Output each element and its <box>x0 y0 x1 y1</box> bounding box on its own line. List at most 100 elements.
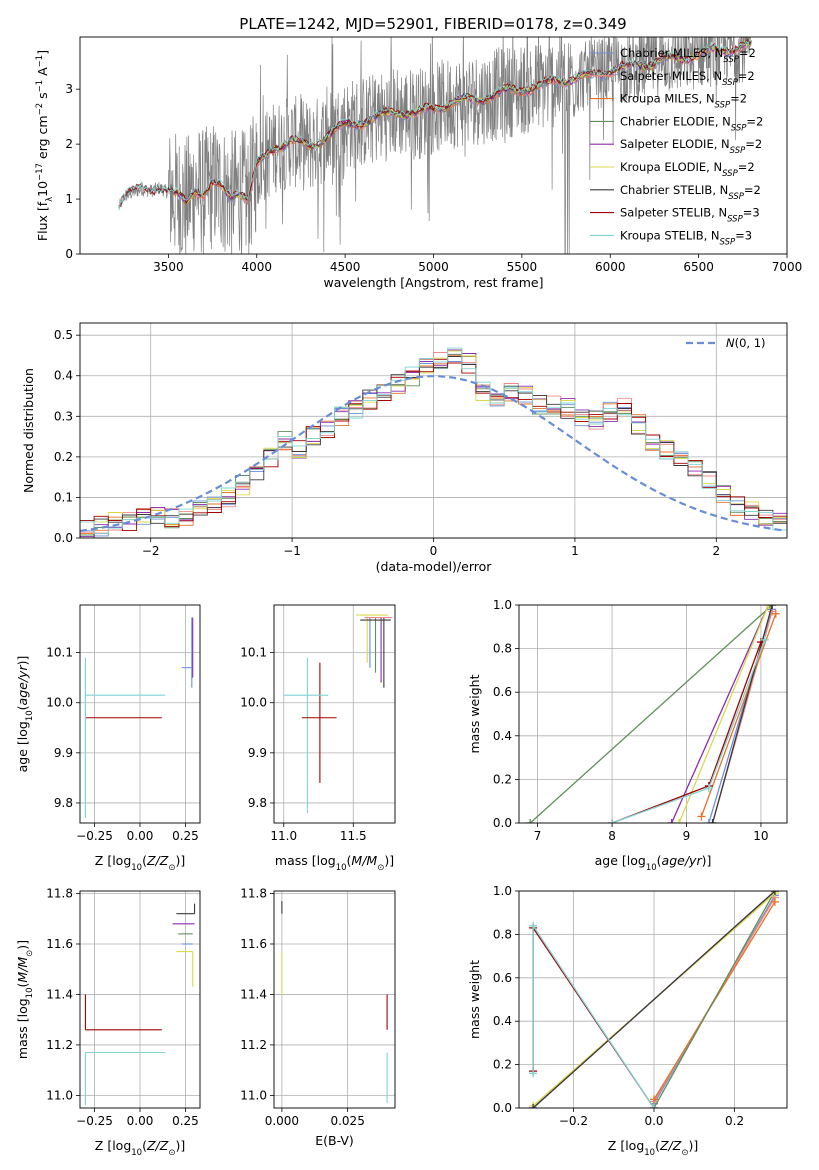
y-tick-label: 11.0 <box>240 1088 267 1102</box>
x-tick-label: 0.000 <box>265 1114 299 1128</box>
y-tick-label: 1 <box>65 192 73 206</box>
x-tick-label: 8 <box>608 829 616 843</box>
weight-marker <box>667 819 676 823</box>
y-tick-label: 9.8 <box>54 796 73 810</box>
spectrum-axes: 3500 4000 4500 5000 5500 6000 6500 7000 0 1 2 3 <box>65 82 802 274</box>
age-vs-Z-ylabel: age [log10(age/yr)] <box>15 656 35 773</box>
weight-line <box>700 613 777 817</box>
mass-vs-Z-ylabel: mass [log10(M/M⊙)] <box>15 940 35 1059</box>
x-tick-label: 6500 <box>683 260 714 274</box>
y-tick-label: 9.9 <box>248 746 267 760</box>
y-tick-label: 0.4 <box>54 369 73 383</box>
weight-vs-Z-ylabel: mass weight <box>467 960 482 1039</box>
weight-marker <box>768 605 777 609</box>
y-tick-label: 0.2 <box>54 450 73 464</box>
residual-histogram <box>80 347 787 535</box>
legend-entry: Chabrier MILES, NSSP=2 <box>620 46 756 65</box>
residuals-xlabel: (data-model)/error <box>376 559 493 574</box>
x-tick-label: 7 <box>534 829 542 843</box>
y-tick-label: 0.0 <box>493 816 512 830</box>
weight-marker <box>650 1104 659 1108</box>
spectrum-data-line <box>118 37 751 254</box>
y-tick-label: 11.2 <box>46 1038 73 1052</box>
y-tick-label: 11.0 <box>46 1088 73 1102</box>
errorbar-point <box>176 951 194 987</box>
x-tick-label: 7000 <box>772 260 803 274</box>
y-tick-label: 9.8 <box>248 796 267 810</box>
spectrum-model-line <box>118 39 752 209</box>
weight-marker <box>529 921 538 930</box>
weight-vs-Z-xlabel: Z [log10(Z/Z⊙)] <box>608 1138 698 1158</box>
y-tick-label: 0.6 <box>493 685 512 699</box>
weight-line <box>678 605 770 823</box>
y-tick-label: 2 <box>65 137 73 151</box>
x-tick-label: 10 <box>753 829 768 843</box>
mass-vs-EBV-xlabel: E(B-V) <box>315 1133 354 1148</box>
y-tick-label: 11.8 <box>46 887 73 901</box>
weight-vs-Z-frame <box>518 890 788 1109</box>
errorbar-point <box>84 1051 166 1106</box>
x-tick-label: 1 <box>571 544 579 558</box>
y-tick-label: 11.6 <box>46 937 73 951</box>
y-tick-label: 0.3 <box>54 409 73 423</box>
legend-entry: Chabrier STELIB, NSSP=2 <box>620 183 761 202</box>
residuals-plot-area <box>80 347 787 538</box>
x-tick-label: 0 <box>430 544 438 558</box>
errorbar-point <box>84 994 162 1031</box>
x-tick-label: −0.2 <box>559 1114 588 1128</box>
age-vs-mass-xlabel: mass [log10(M/M⊙)] <box>275 853 394 873</box>
weight-line <box>532 891 776 1108</box>
x-tick-label: 0.025 <box>330 1114 364 1128</box>
y-tick-label: 0.8 <box>493 642 512 656</box>
y-tick-label: 11.4 <box>46 987 73 1001</box>
weight-marker <box>708 819 717 823</box>
age-vs-Z-frame <box>79 604 201 824</box>
weight-vs-Z-axes: −0.2 0.0 0.2 0.0 0.2 0.4 0.6 0.8 1.0 <box>493 884 787 1128</box>
x-tick-label: 5000 <box>418 260 449 274</box>
age-vs-mass-axes: 11.0 11.5 9.8 9.9 10.0 10.1 <box>240 605 395 843</box>
x-tick-label: 11.5 <box>340 829 367 843</box>
y-tick-label: 11.4 <box>240 987 267 1001</box>
x-tick-label: 3500 <box>153 260 184 274</box>
weight-marker <box>526 819 535 823</box>
legend-entry: Kroupa ELODIE, NSSP=2 <box>620 160 755 179</box>
legend-entry: Salpeter MILES, NSSP=2 <box>620 69 755 88</box>
spectrum-legend: Chabrier MILES, NSSP=2 Salpeter MILES, NS… <box>590 46 763 247</box>
x-tick-label: 4500 <box>330 260 361 274</box>
weight-line <box>611 639 766 823</box>
mass-vs-EBV-frame <box>273 890 396 1109</box>
weight-marker <box>704 784 713 793</box>
errorbar-point <box>176 903 196 915</box>
figure-title: PLATE=1242, MJD=52901, FIBERID=0178, z=0… <box>239 15 626 33</box>
y-tick-label: 3 <box>65 82 73 96</box>
weight-vs-age-ylabel: mass weight <box>467 674 482 753</box>
x-tick-label: −1 <box>283 544 301 558</box>
weight-vs-age-axes: 7 8 9 10 0.0 0.2 0.4 0.6 0.8 1.0 <box>493 598 787 843</box>
y-tick-label: 0.4 <box>493 1014 512 1028</box>
residuals-frame <box>79 322 788 539</box>
weight-vs-age-xlabel: age [log10(age/yr)] <box>595 853 712 873</box>
y-tick-label: 0.5 <box>54 328 73 342</box>
spectrum-model-line <box>118 37 753 211</box>
y-tick-label: 10.1 <box>46 646 73 660</box>
weight-marker <box>608 819 617 823</box>
weight-marker <box>764 605 773 609</box>
residuals-ylabel: Normed distribution <box>21 368 36 493</box>
legend-entry: Kroupa MILES, NSSP=2 <box>620 92 747 111</box>
weight-marker <box>760 635 769 644</box>
y-tick-label: 1.0 <box>493 598 512 612</box>
y-tick-label: 0.2 <box>493 1058 512 1072</box>
weight-marker <box>770 897 779 906</box>
weight-line <box>711 605 773 823</box>
y-tick-label: 1.0 <box>493 884 512 898</box>
y-tick-label: 11.6 <box>240 937 267 951</box>
y-tick-label: 0 <box>65 247 73 261</box>
y-tick-label: 11.8 <box>240 887 267 901</box>
weight-vs-Z-plot-area <box>529 891 779 1108</box>
y-tick-label: 0.6 <box>493 971 512 985</box>
spectrum-xlabel: wavelength [Angstrom, rest frame] <box>323 275 543 290</box>
x-tick-label: 0.0 <box>644 1114 663 1128</box>
x-tick-label: 0.2 <box>725 1114 744 1128</box>
weight-marker <box>529 1069 538 1078</box>
y-tick-label: 9.9 <box>54 746 73 760</box>
